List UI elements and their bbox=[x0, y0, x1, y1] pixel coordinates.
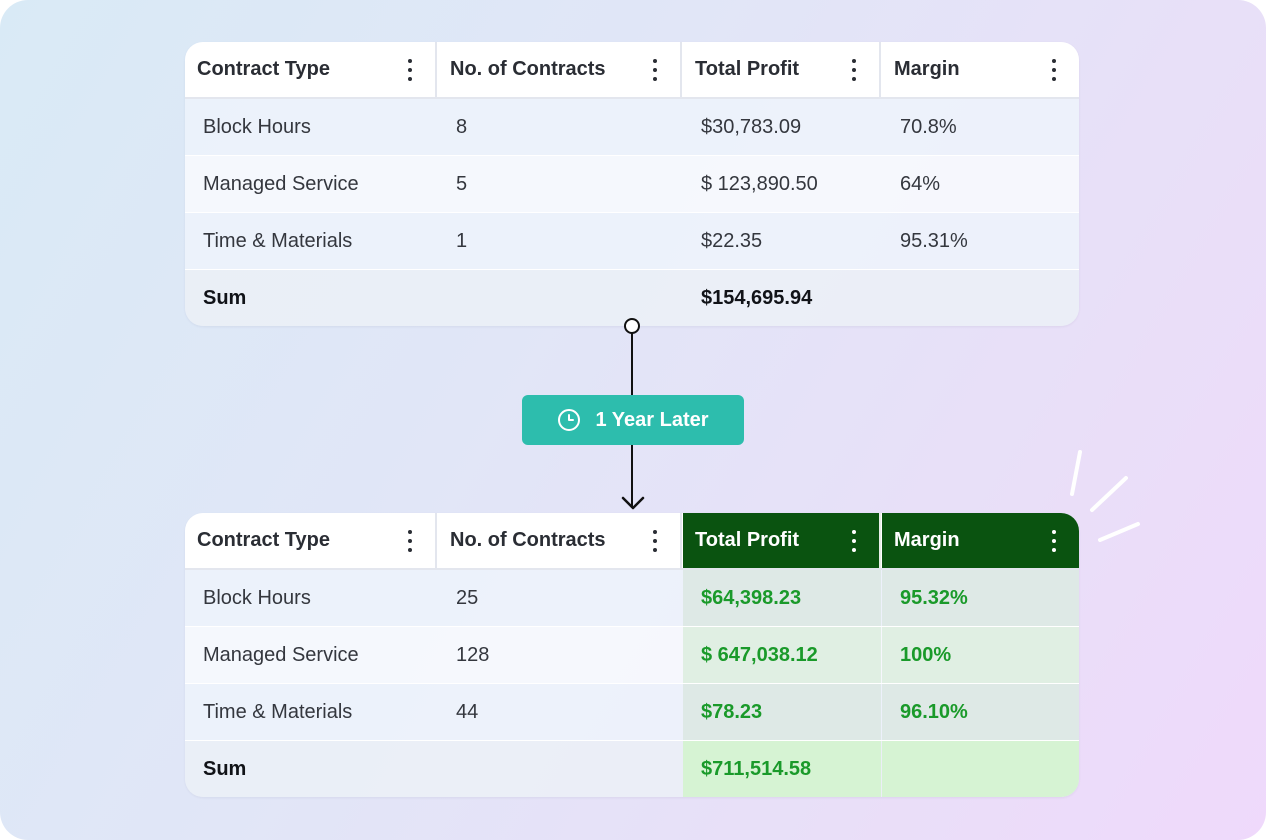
column-header-label: Margin bbox=[894, 529, 960, 551]
cell-contract-type: Time & Materials bbox=[203, 700, 353, 723]
table-row[interactable]: Time & Materials 1 $22.35 95.31% bbox=[185, 213, 1079, 270]
cell-contract-type: Block Hours bbox=[203, 115, 311, 138]
cell-margin: 95.32% bbox=[900, 586, 968, 609]
column-header-no-of-contracts[interactable]: No. of Contracts bbox=[438, 42, 682, 97]
cell-margin: 70.8% bbox=[900, 115, 957, 138]
arrow-down-icon bbox=[621, 496, 645, 510]
table-row[interactable]: Managed Service 128 $ 647,038.12 100% bbox=[185, 627, 1079, 684]
column-header-margin[interactable]: Margin bbox=[882, 42, 1079, 97]
cell-contract-type: Managed Service bbox=[203, 172, 359, 195]
cell-total-profit: $22.35 bbox=[701, 229, 763, 252]
cell-margin: 96.10% bbox=[900, 700, 968, 723]
cell-no-of-contracts: 128 bbox=[456, 643, 490, 666]
more-options-icon[interactable] bbox=[851, 58, 857, 81]
sum-label: Sum bbox=[203, 286, 247, 309]
connector-line-bottom bbox=[631, 445, 633, 508]
connector-start-node bbox=[624, 318, 640, 334]
transition-label: 1 Year Later bbox=[595, 408, 709, 431]
column-header-margin[interactable]: Margin bbox=[882, 513, 1079, 568]
cell-total-profit: $78.23 bbox=[701, 700, 763, 723]
cell-margin: 95.31% bbox=[900, 229, 968, 252]
table-row[interactable]: Block Hours 25 $64,398.23 95.32% bbox=[185, 570, 1079, 627]
sum-label: Sum bbox=[203, 757, 247, 780]
column-header-total-profit[interactable]: Total Profit bbox=[683, 513, 881, 568]
connector-line-top bbox=[631, 330, 633, 395]
table-header: Contract Type No. of Contracts Total Pro… bbox=[185, 513, 1079, 570]
more-options-icon[interactable] bbox=[1051, 529, 1057, 552]
cell-no-of-contracts: 1 bbox=[456, 229, 468, 252]
sum-total-profit: $154,695.94 bbox=[701, 286, 813, 309]
more-options-icon[interactable] bbox=[652, 529, 658, 552]
sum-row: Sum $711,514.58 bbox=[185, 741, 1079, 797]
column-header-label: No. of Contracts bbox=[450, 58, 606, 80]
more-options-icon[interactable] bbox=[851, 529, 857, 552]
sparkle-icon bbox=[1070, 450, 1140, 542]
column-header-label: Margin bbox=[894, 58, 960, 80]
cell-total-profit: $ 647,038.12 bbox=[701, 643, 818, 666]
cell-contract-type: Time & Materials bbox=[203, 229, 353, 252]
column-header-label: Total Profit bbox=[695, 529, 800, 551]
cell-no-of-contracts: 8 bbox=[456, 115, 468, 138]
table-row[interactable]: Time & Materials 44 $78.23 96.10% bbox=[185, 684, 1079, 741]
cell-no-of-contracts: 44 bbox=[456, 700, 479, 723]
cell-no-of-contracts: 5 bbox=[456, 172, 468, 195]
column-header-total-profit[interactable]: Total Profit bbox=[683, 42, 881, 97]
column-header-label: Total Profit bbox=[695, 58, 800, 80]
sum-row: Sum $154,695.94 bbox=[185, 270, 1079, 326]
more-options-icon[interactable] bbox=[407, 529, 413, 552]
cell-total-profit: $ 123,890.50 bbox=[701, 172, 818, 195]
cell-margin: 100% bbox=[900, 643, 952, 666]
column-header-contract-type[interactable]: Contract Type bbox=[185, 513, 437, 568]
column-header-no-of-contracts[interactable]: No. of Contracts bbox=[438, 513, 682, 568]
more-options-icon[interactable] bbox=[407, 58, 413, 81]
more-options-icon[interactable] bbox=[652, 58, 658, 81]
cell-margin: 64% bbox=[900, 172, 941, 195]
cell-total-profit: $64,398.23 bbox=[701, 586, 802, 609]
column-header-contract-type[interactable]: Contract Type bbox=[185, 42, 437, 97]
table-row[interactable]: Block Hours 8 $30,783.09 70.8% bbox=[185, 99, 1079, 156]
time-transition-badge: 1 Year Later bbox=[522, 395, 744, 445]
column-header-label: Contract Type bbox=[197, 58, 330, 80]
column-header-label: No. of Contracts bbox=[450, 529, 606, 551]
contracts-table-after: Contract Type No. of Contracts Total Pro… bbox=[185, 513, 1079, 797]
cell-contract-type: Block Hours bbox=[203, 586, 311, 609]
table-header: Contract Type No. of Contracts Total Pro… bbox=[185, 42, 1079, 99]
more-options-icon[interactable] bbox=[1051, 58, 1057, 81]
cell-contract-type: Managed Service bbox=[203, 643, 359, 666]
contracts-table-before: Contract Type No. of Contracts Total Pro… bbox=[185, 42, 1079, 326]
column-header-label: Contract Type bbox=[197, 529, 330, 551]
table-row[interactable]: Managed Service 5 $ 123,890.50 64% bbox=[185, 156, 1079, 213]
clock-icon bbox=[558, 409, 581, 431]
sum-empty-cell bbox=[882, 741, 1079, 797]
cell-total-profit: $30,783.09 bbox=[701, 115, 802, 138]
sum-empty-cell bbox=[438, 741, 682, 797]
cell-no-of-contracts: 25 bbox=[456, 586, 479, 609]
sum-total-profit: $711,514.58 bbox=[701, 757, 812, 780]
